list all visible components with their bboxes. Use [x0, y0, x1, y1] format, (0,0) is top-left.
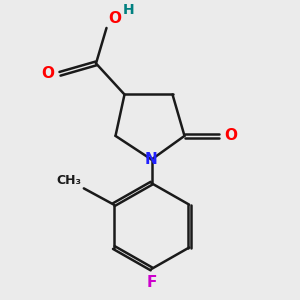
Text: F: F [146, 275, 157, 290]
Text: O: O [42, 66, 55, 81]
Text: H: H [123, 3, 135, 17]
Text: O: O [224, 128, 237, 143]
Text: CH₃: CH₃ [56, 174, 81, 187]
Text: N: N [145, 152, 158, 167]
Text: O: O [108, 11, 121, 26]
